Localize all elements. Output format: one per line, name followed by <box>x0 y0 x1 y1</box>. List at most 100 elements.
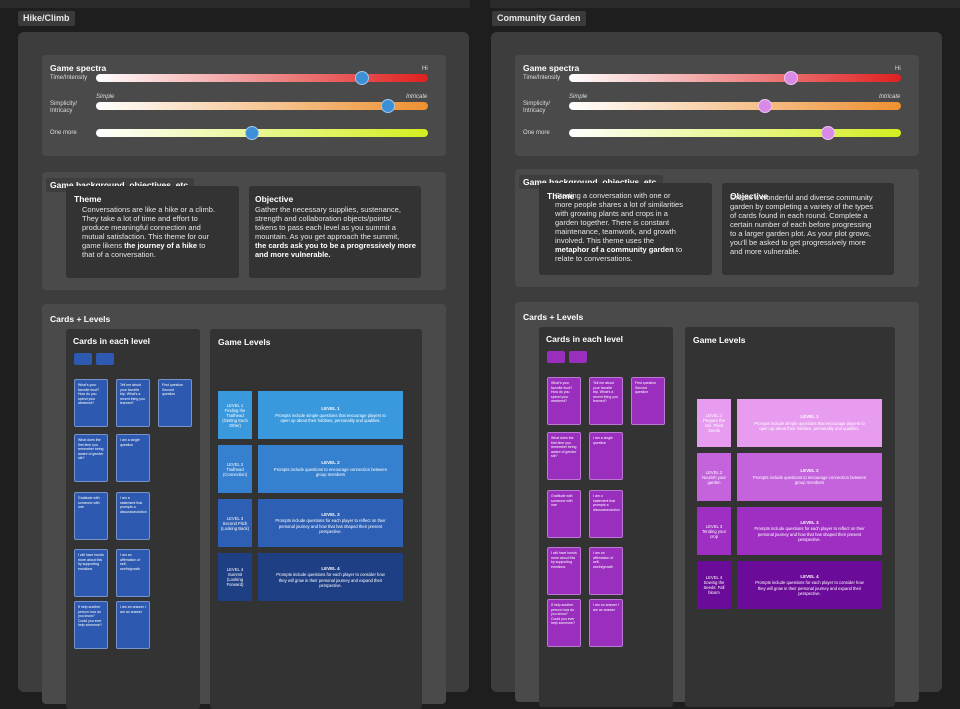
frame-garden[interactable]: Game spectra Time/Intensity Hi Simplicit… <box>491 32 942 707</box>
frame-tag-garden[interactable]: Community Garden <box>492 11 586 26</box>
spectrum-label: Simplicity/ Intricacy <box>523 101 551 114</box>
spectrum-low-label: Simple <box>96 94 115 100</box>
level-description[interactable]: LEVEL 3 Prompts include questions for eac… <box>737 507 882 555</box>
level-tag[interactable]: LEVEL 4 Summit (Looking Forward) <box>218 553 252 601</box>
level-name: LEVEL 1 <box>800 414 819 420</box>
prompt-card[interactable]: What's your favorite food? How do you sp… <box>547 377 581 425</box>
prompt-card[interactable]: Tell me about your favorite trip. What's… <box>589 377 623 425</box>
frame-tag-hike[interactable]: Hike/Climb <box>18 11 75 26</box>
background-panel: Game background, objectives, etc. Theme … <box>42 172 446 290</box>
spectrum-track-time[interactable] <box>96 74 428 82</box>
prompt-card[interactable]: First question Second question <box>158 379 192 427</box>
level-name: LEVEL 4 <box>800 573 819 579</box>
level-text: Prompts include questions for each playe… <box>755 580 864 596</box>
level-description[interactable]: LEVEL 2 Prompts include questions to enco… <box>737 453 882 501</box>
spectrum-high-label: Hi <box>895 66 901 72</box>
level-tag[interactable]: LEVEL 1 Finding the Trailhead (Getting E… <box>218 391 252 439</box>
prompt-card[interactable]: I am a single question <box>589 432 623 480</box>
spectra-panel: Game spectra Time/Intensity Hi Simplicit… <box>42 55 446 156</box>
level-tag[interactable]: LEVEL 3 Second Pitch (Looking Back) <box>218 499 252 547</box>
prompt-card[interactable]: I am an affirmation of self-worth/growth <box>589 547 623 595</box>
theme-card[interactable]: Theme Conversations are like a hike or a… <box>66 186 239 278</box>
game-levels-title: Game Levels <box>218 337 271 347</box>
spectrum-high-label: Intricate <box>879 94 901 100</box>
cards-each-level-box: Cards in each level What's your favorite… <box>66 329 200 709</box>
cards-levels-panel: Cards + Levels Cards in each level What'… <box>515 302 919 707</box>
cards-each-level-box: Cards in each level What's your favorite… <box>539 327 673 707</box>
theme-text: Starting a conversation with one or more… <box>555 191 683 263</box>
level-description[interactable]: LEVEL 4 Prompts include questions for eac… <box>737 561 882 609</box>
spectrum-knob[interactable] <box>245 126 260 140</box>
frame-hike[interactable]: Game spectra Time/Intensity Hi Simplicit… <box>18 32 469 709</box>
level-name: LEVEL 2 <box>321 460 340 466</box>
prompt-card[interactable]: Tell me about your favorite trip. What's… <box>116 379 150 427</box>
level-description[interactable]: LEVEL 1 Prompts include simple questions … <box>258 391 403 439</box>
spectrum-track-intricacy[interactable] <box>569 102 901 110</box>
objective-card[interactable]: Objective Gather the necessary supplies,… <box>249 186 421 278</box>
legend-chip <box>74 353 92 365</box>
level-description[interactable]: LEVEL 3 Prompts include questions for eac… <box>258 499 403 547</box>
level-tag[interactable]: LEVEL 2 Nourish your garden <box>697 453 731 501</box>
spectrum-track-one-more[interactable] <box>569 129 901 137</box>
legend-chip <box>569 351 587 363</box>
spectrum-low-label: Simple <box>569 94 588 100</box>
spectrum-knob[interactable] <box>381 99 396 113</box>
level-description[interactable]: LEVEL 2 Prompts include questions to enco… <box>258 445 403 493</box>
spectrum-knob[interactable] <box>784 71 799 85</box>
objective-text: Gather the necessary supplies, sustenanc… <box>255 205 416 259</box>
level-name: LEVEL 2 <box>800 468 819 474</box>
cards-levels-panel: Cards + Levels Cards in each level What'… <box>42 304 446 709</box>
spectrum-label: One more <box>50 130 77 136</box>
level-text: Prompts include questions to encourage c… <box>273 466 388 478</box>
level-text: Prompts include questions for each playe… <box>275 518 386 534</box>
spectrum-track-one-more[interactable] <box>96 129 428 137</box>
level-tag[interactable]: LEVEL 4 Sowing the Seeds: Fall bloom <box>697 561 731 609</box>
prompt-card[interactable]: I am a single question <box>116 434 150 482</box>
prompt-card[interactable]: I am an answer I am an answer <box>116 601 150 649</box>
level-text: Prompts include simple questions that en… <box>754 420 865 432</box>
level-text: Prompts include questions for each playe… <box>276 572 385 588</box>
spectrum-knob[interactable] <box>354 71 369 85</box>
prompt-card[interactable]: I will have bonds more about this by sup… <box>547 547 581 595</box>
prompt-card[interactable]: What does the first time you remember be… <box>74 434 108 482</box>
spectrum-knob[interactable] <box>757 99 772 113</box>
prompt-card[interactable]: I am a statement that prompts a discussi… <box>116 492 150 540</box>
spectra-panel: Game spectra Time/Intensity Hi Simplicit… <box>515 55 919 156</box>
prompt-card[interactable]: I am an answer I am an answer <box>589 599 623 647</box>
objective-title: Objective <box>255 194 294 204</box>
legend-chip <box>96 353 114 365</box>
spectra-title: Game spectra <box>523 63 580 73</box>
cards-each-level-title: Cards in each level <box>73 336 151 346</box>
prompt-card[interactable]: I am a statement that prompts a discussi… <box>589 490 623 538</box>
spectrum-high-label: Intricate <box>406 94 428 100</box>
prompt-card[interactable]: First question Second question <box>631 377 665 425</box>
objective-title: Objective <box>730 191 769 201</box>
level-tag[interactable]: LEVEL 3 Tending your crop <box>697 507 731 555</box>
level-name: LEVEL 3 <box>800 519 819 525</box>
prompt-card[interactable]: If help another person how do you know? … <box>74 601 108 649</box>
level-tag[interactable]: LEVEL 2 Trailhead (Connection) <box>218 445 252 493</box>
prompt-card[interactable]: What's your favorite food? How do you sp… <box>74 379 108 427</box>
spectrum-track-intricacy[interactable] <box>96 102 428 110</box>
objective-card[interactable]: Objective Create a wonderful and diverse… <box>722 183 894 275</box>
prompt-card[interactable]: If help another person how do you know? … <box>547 599 581 647</box>
spectrum-track-time[interactable] <box>569 74 901 82</box>
cards-each-level-title: Cards in each level <box>546 334 624 344</box>
theme-title: Theme <box>547 191 575 201</box>
background-panel: Game background, objectivs, etc. Theme S… <box>515 169 919 287</box>
legend-chip <box>547 351 565 363</box>
cards-levels-title: Cards + Levels <box>523 312 584 322</box>
prompt-card[interactable]: I am an affirmation of self-worth/growth <box>116 549 150 597</box>
prompt-card[interactable]: I will have bonds more about this by sup… <box>74 549 108 597</box>
theme-card[interactable]: Theme Starting a conversation with one o… <box>539 183 712 275</box>
spectrum-knob[interactable] <box>820 126 835 140</box>
level-description[interactable]: LEVEL 1 Prompts include simple questions … <box>737 399 882 447</box>
level-tag[interactable]: LEVEL 1 Prepare the soil. Plant Seeds <box>697 399 731 447</box>
theme-title: Theme <box>74 194 102 204</box>
prompt-card[interactable]: Gratitude with someone with one <box>74 492 108 540</box>
level-description[interactable]: LEVEL 4 Prompts include questions for eac… <box>258 553 403 601</box>
prompt-card[interactable]: What does the first time you remember be… <box>547 432 581 480</box>
top-toolbar-strip <box>0 0 960 8</box>
prompt-card[interactable]: Gratitude with someone with one <box>547 490 581 538</box>
theme-text: Conversations are like a hike or a climb… <box>82 205 215 259</box>
